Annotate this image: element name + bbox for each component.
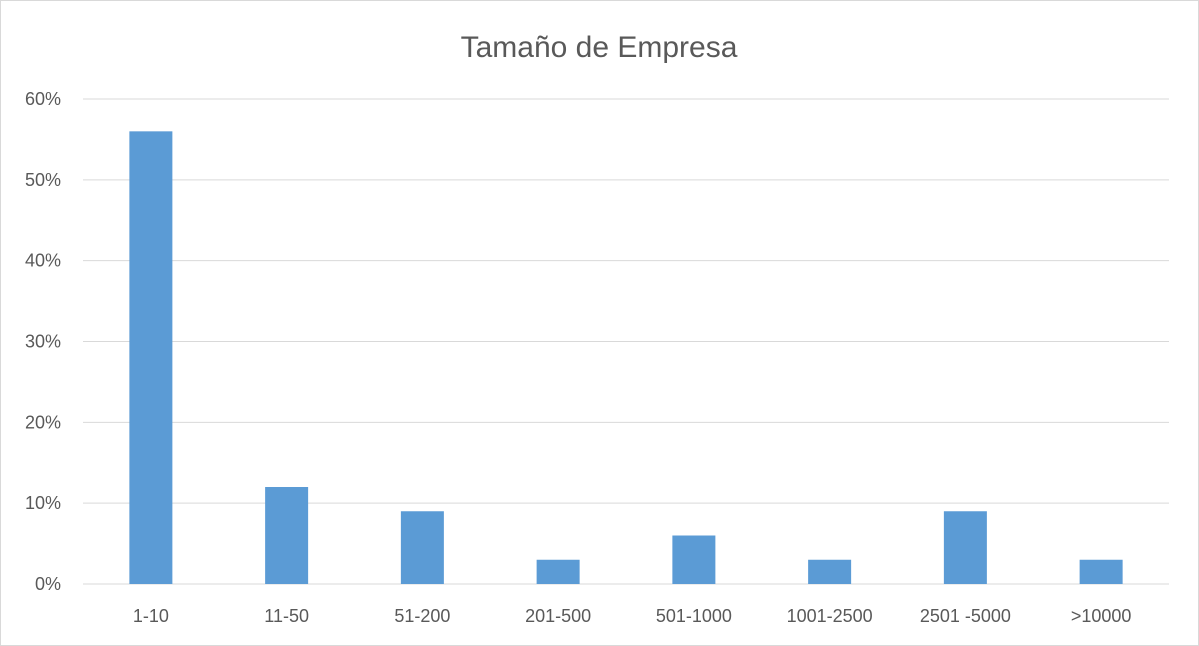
x-axis-ticks: 1-10 11-50 51-200 201-500 501-1000 1001-2500 2… — [133, 606, 1132, 626]
gridlines — [83, 98, 1169, 585]
y-tick-label: 50% — [25, 170, 61, 190]
bar-4 — [672, 535, 716, 584]
y-tick-label: 20% — [25, 412, 61, 432]
y-axis-ticks: 0% 10% 20% 30% 40% 50% 60% — [25, 89, 61, 594]
x-tick-label: 11-50 — [264, 606, 309, 626]
bar-6 — [943, 511, 987, 584]
x-tick-label: 2501 -5000 — [920, 606, 1011, 626]
y-tick-label: 10% — [25, 493, 61, 513]
y-tick-label: 0% — [35, 574, 61, 594]
bar-3 — [536, 559, 580, 584]
x-tick-label: 1001-2500 — [787, 606, 873, 626]
bar-7 — [1079, 559, 1123, 584]
x-tick-label: >10000 — [1071, 606, 1132, 626]
x-tick-label: 501-1000 — [656, 606, 732, 626]
bars — [129, 131, 1123, 585]
bar-5 — [808, 559, 852, 584]
y-tick-label: 60% — [25, 89, 61, 109]
x-tick-label: 201-500 — [525, 606, 591, 626]
x-tick-label: 51-200 — [394, 606, 450, 626]
chart-title: Tamaño de Empresa — [461, 31, 738, 64]
x-tick-label: 1-10 — [133, 606, 169, 626]
y-tick-label: 40% — [25, 251, 61, 271]
y-tick-label: 30% — [25, 332, 61, 352]
bar-2 — [400, 511, 444, 584]
bar-0 — [129, 131, 173, 585]
bar-1 — [265, 487, 309, 584]
